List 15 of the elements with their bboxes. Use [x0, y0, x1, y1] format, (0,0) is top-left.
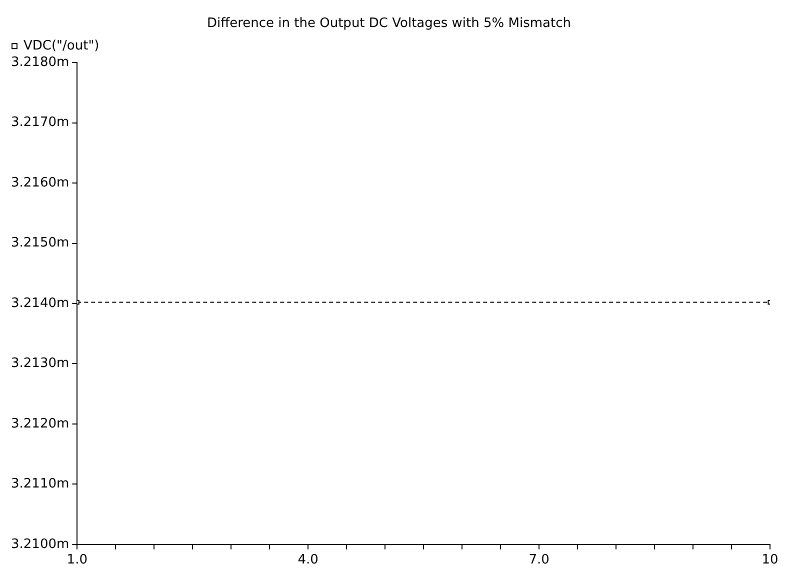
chart-title: Difference in the Output DC Voltages with 5% Mismatch [207, 16, 571, 32]
y-tick-label: 3.2110m [10, 476, 70, 492]
y-tick-label: 3.2120m [10, 416, 70, 432]
y-tick-label: 3.2150m [10, 236, 70, 251]
x-tick-label: 4.0 [298, 552, 318, 568]
y-tick-label: 3.2170m [10, 115, 70, 130]
x-tick-label: 1.0 [66, 552, 88, 568]
y-tick-label: 3.2130m [10, 356, 70, 372]
y-tick-label: 3.2180m [10, 54, 70, 70]
legend-label: VDC("/out") [24, 38, 100, 54]
x-tick-label: 7.0 [528, 552, 550, 568]
y-tick-label: 3.2100m [10, 536, 70, 552]
y-tick-label: 3.2140m [10, 296, 70, 311]
x-tick-label: 10 [762, 552, 778, 568]
y-tick-label: 3.2160m [10, 175, 70, 190]
